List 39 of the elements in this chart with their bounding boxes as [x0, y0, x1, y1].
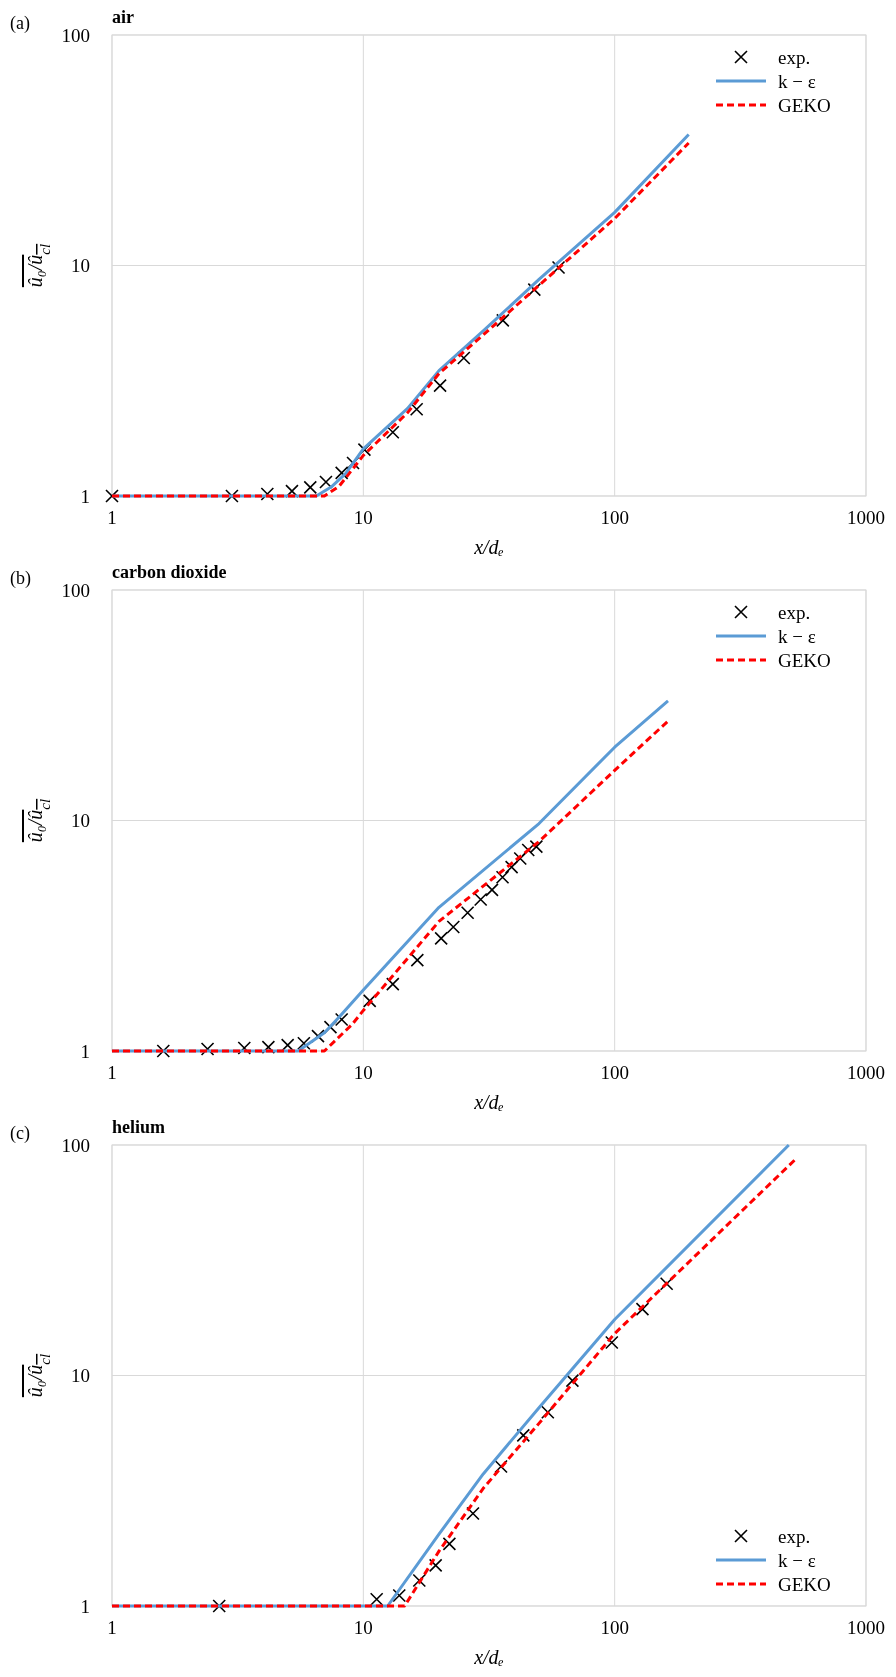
legend-label: GEKO	[778, 649, 831, 671]
x-tick-label: 1000	[847, 1062, 885, 1083]
legend-label: exp.	[778, 1525, 811, 1547]
y-tick-label: 10	[71, 255, 90, 277]
x-tick-label: 100	[600, 1617, 629, 1638]
y-tick-label: 1	[80, 485, 90, 507]
text: (b)	[10, 568, 31, 589]
y-tick-label: 100	[61, 579, 90, 601]
x-axis-title: x/dₑ	[473, 1646, 504, 1668]
y-tick-label: 10	[71, 1365, 90, 1387]
chart-title: carbon dioxide	[112, 562, 227, 582]
y-tick-label: 100	[61, 24, 90, 46]
y-tick-label: 100	[61, 1134, 90, 1156]
y-tick-label: 10	[71, 810, 90, 832]
y-tick-label: 1	[80, 1595, 90, 1617]
x-tick-label: 1000	[847, 1617, 885, 1638]
x-axis-title: x/dₑ	[473, 1091, 504, 1113]
x-tick-label: 10	[353, 507, 373, 528]
x-tick-label: 100	[600, 1062, 629, 1083]
x-tick-label: 1000	[847, 507, 885, 528]
legend-label: k − ε	[778, 1549, 816, 1571]
x-tick-label: 100	[600, 507, 629, 528]
chart-title: air	[112, 7, 134, 27]
legend-label: k − ε	[778, 70, 816, 92]
legend-label: exp.	[778, 46, 811, 68]
legend-label: k − ε	[778, 625, 816, 647]
x-tick-label: 10	[353, 1062, 373, 1083]
text: (c)	[10, 1123, 30, 1144]
x-tick-label: 10	[353, 1617, 373, 1638]
x-tick-label: 1	[107, 507, 117, 528]
legend-label: exp.	[778, 601, 811, 623]
x-axis-title: x/dₑ	[473, 536, 504, 558]
text: (a)	[10, 13, 30, 34]
legend-label: GEKO	[778, 1573, 831, 1595]
x-tick-label: 1	[107, 1062, 117, 1083]
y-tick-label: 1	[80, 1040, 90, 1062]
x-tick-label: 1	[107, 1617, 117, 1638]
chart-title: helium	[112, 1117, 166, 1137]
legend-label: GEKO	[778, 94, 831, 116]
